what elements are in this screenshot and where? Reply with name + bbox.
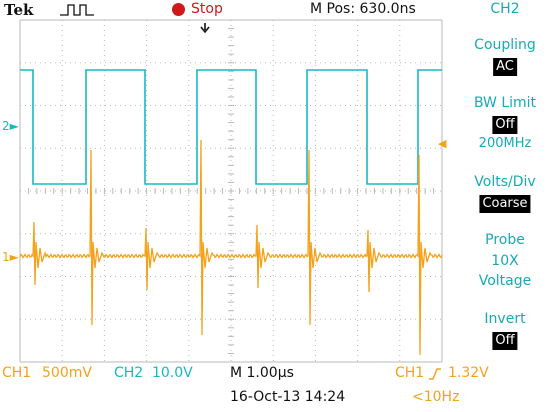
ch2-ground-marker: 2► xyxy=(2,119,19,133)
ch1-ground-marker: 1► xyxy=(2,250,19,264)
acquisition-state: Stop xyxy=(191,1,223,17)
channel-menu: CH2 Coupling AC BW Limit Off 200MHz Volt… xyxy=(460,0,550,362)
ch1-label: CH1 xyxy=(2,365,32,381)
ch1-scale: 500mV xyxy=(42,365,92,381)
date-time: 16-Oct-13 14:24 xyxy=(230,389,346,405)
stop-status-icon xyxy=(172,3,185,16)
menu-item-coupling-value[interactable]: AC xyxy=(493,58,517,76)
ch2-scale: 10.0V xyxy=(152,365,193,381)
menu-channel-title: CH2 xyxy=(490,1,520,17)
menu-item-bw-limit-value[interactable]: Off xyxy=(492,116,518,134)
ch2-label: CH2 xyxy=(114,365,144,381)
menu-item-volts-div-value[interactable]: Coarse xyxy=(479,195,531,213)
trigger-pulse-icon xyxy=(60,4,94,16)
rising-edge-icon xyxy=(429,368,441,380)
trigger-level-marker-icon: ◀ xyxy=(438,137,447,150)
graticule-grid xyxy=(19,19,443,363)
horizontal-position: M Pos: 630.0ns xyxy=(310,1,416,17)
ch2-trace xyxy=(20,69,442,185)
menu-item-coupling-label[interactable]: Coupling xyxy=(474,37,536,53)
trigger-source: CH1 xyxy=(395,365,425,381)
menu-item-probe-type: Voltage xyxy=(478,273,532,289)
menu-item-invert-label[interactable]: Invert xyxy=(484,311,526,327)
bottom-status-bar: CH1 500mV CH2 10.0V M 1.00µs CH1 1.32V 1… xyxy=(0,362,550,412)
timebase: M 1.00µs xyxy=(230,365,294,381)
trigger-level: 1.32V xyxy=(448,365,489,381)
trigger-frequency: <10Hz xyxy=(412,389,460,405)
menu-item-probe-label[interactable]: Probe xyxy=(485,232,525,248)
brand-logo: Tek xyxy=(4,1,34,19)
menu-item-volts-div-label[interactable]: Volts/Div xyxy=(474,174,536,190)
menu-item-probe-attenuation: 10X xyxy=(491,253,519,269)
menu-item-invert-value[interactable]: Off xyxy=(492,332,518,350)
top-status-bar: Tek Stop M Pos: 630.0ns xyxy=(0,0,460,20)
trigger-position-arrow-icon xyxy=(200,23,210,34)
menu-item-bw-limit-label[interactable]: BW Limit xyxy=(473,95,537,111)
menu-item-bw-limit-sub: 200MHz xyxy=(478,136,532,151)
ch1-trace xyxy=(19,139,443,356)
